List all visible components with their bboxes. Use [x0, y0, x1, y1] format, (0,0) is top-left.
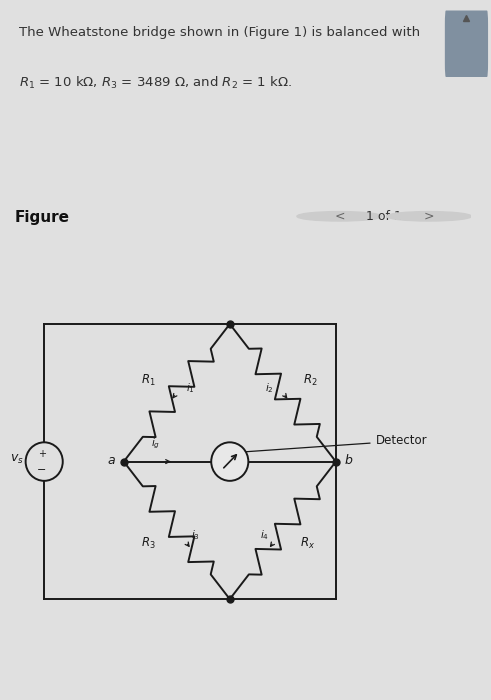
Text: $R_3$: $R_3$: [141, 536, 155, 551]
Text: +: +: [38, 449, 46, 459]
Text: $R_1$: $R_1$: [141, 372, 155, 388]
Text: $i_2$: $i_2$: [265, 382, 274, 395]
Text: $i_3$: $i_3$: [191, 528, 200, 542]
Text: <: <: [334, 210, 345, 223]
Text: $R_1$ = 10 k$\Omega$, $R_3$ = 3489 $\Omega$, and $R_2$ = 1 k$\Omega$.: $R_1$ = 10 k$\Omega$, $R_3$ = 3489 $\Ome…: [19, 75, 292, 91]
Text: $i_1$: $i_1$: [187, 382, 195, 395]
Circle shape: [211, 442, 248, 481]
Text: Figure: Figure: [14, 211, 69, 225]
Text: $i_4$: $i_4$: [260, 528, 269, 542]
Text: −: −: [37, 465, 47, 475]
Circle shape: [297, 211, 382, 221]
Text: $R_x$: $R_x$: [300, 536, 315, 551]
Text: b: b: [344, 454, 352, 467]
Text: 1 of 1: 1 of 1: [366, 210, 402, 223]
Circle shape: [386, 211, 471, 221]
Text: $i_g$: $i_g$: [151, 437, 160, 452]
Text: $R_2$: $R_2$: [303, 372, 318, 388]
Text: a: a: [108, 454, 115, 467]
FancyBboxPatch shape: [445, 10, 488, 77]
Text: >: >: [424, 210, 434, 223]
Text: Detector: Detector: [246, 435, 427, 452]
Text: $v_s$: $v_s$: [10, 453, 24, 466]
Text: The Wheatstone bridge shown in (Figure 1) is balanced with: The Wheatstone bridge shown in (Figure 1…: [19, 26, 420, 38]
